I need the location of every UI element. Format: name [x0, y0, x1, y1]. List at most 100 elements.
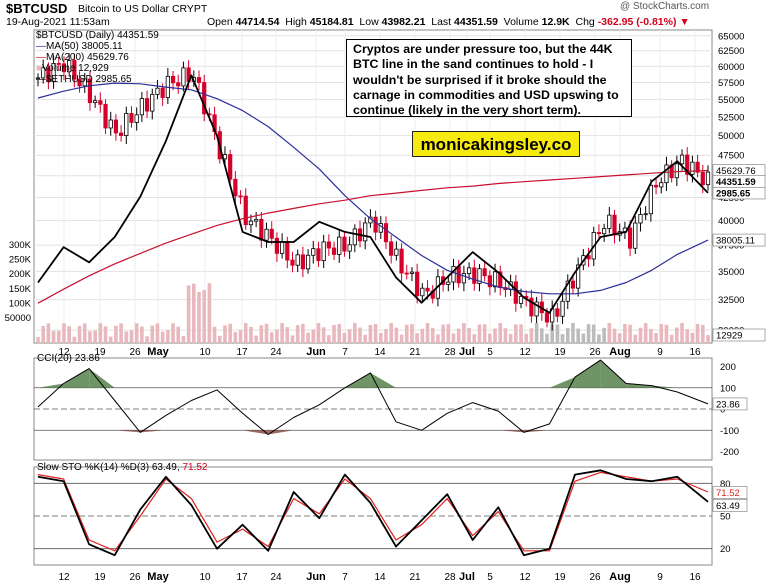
volume-bar — [202, 289, 207, 343]
legend-ma50-text: MA(50) 38005.11 — [46, 41, 123, 52]
volume-bar — [353, 323, 357, 343]
x-tick-label: May — [147, 346, 169, 358]
price-tick-label: 47500 — [718, 151, 744, 162]
candle-body — [690, 161, 695, 175]
candle-body — [129, 113, 134, 123]
x-tick-label: 5 — [487, 347, 493, 358]
x-tick-label: 16 — [689, 572, 701, 583]
low-label: Low — [359, 16, 379, 28]
volume-bar — [685, 329, 690, 343]
candle-body — [233, 178, 238, 197]
x-tick-label: 26 — [129, 347, 141, 358]
candle-body — [337, 236, 342, 255]
candle-body — [41, 67, 46, 79]
volume-bar — [259, 325, 264, 343]
volume-bar — [207, 283, 212, 343]
chg-value: -362.95 (-0.81%) — [597, 16, 677, 28]
candle-body — [238, 195, 243, 198]
candle-body — [243, 195, 248, 226]
cci-overbought-fill — [575, 360, 601, 388]
volume-bar — [612, 328, 617, 343]
volume-bar — [140, 326, 144, 343]
x-tick-label: 24 — [270, 572, 282, 583]
volume-bar — [482, 324, 487, 343]
candle-body — [534, 301, 539, 317]
candle-body — [352, 228, 357, 246]
cci-oversold-fill — [140, 430, 166, 433]
volume-bar — [358, 327, 362, 343]
sto-d-line — [37, 471, 709, 552]
candle-body — [155, 87, 160, 95]
volume-bar — [337, 323, 342, 343]
candle-body — [477, 268, 482, 284]
candle-body — [87, 78, 93, 104]
cci-value-text: 23.86 — [716, 399, 740, 410]
eth-line — [37, 74, 709, 314]
volume-bar — [332, 324, 336, 343]
stochastic-panel — [34, 469, 712, 557]
x-tick-label: 19 — [94, 572, 106, 583]
volume-bar — [524, 333, 529, 343]
high-label: High — [285, 16, 307, 28]
candle-body — [612, 214, 617, 236]
volume-bar — [223, 325, 227, 343]
value-tag-text: 44351.59 — [716, 177, 756, 188]
volume-bar — [306, 332, 310, 343]
ma200-swatch: — — [36, 52, 46, 63]
volume-bar — [514, 324, 518, 343]
cci-oversold-fill — [242, 430, 269, 435]
volume-bar — [238, 329, 243, 343]
volume-bar — [145, 336, 149, 343]
x-tick-label: 28 — [444, 347, 456, 358]
candle-body — [602, 228, 607, 235]
volume-bar — [602, 327, 606, 343]
cci-overbought-fill — [89, 368, 115, 388]
candle-body — [425, 287, 430, 292]
cci-oversold-fill — [114, 430, 141, 433]
volume-bar — [316, 323, 321, 343]
candle-body — [259, 218, 264, 241]
price-tick-label: 57500 — [718, 78, 744, 89]
candle-body — [202, 82, 207, 115]
legend-eth-text: $ETHUSD 2985.65 — [46, 74, 132, 85]
volume-bar — [477, 324, 482, 343]
volume-tick-label: 100K — [9, 298, 32, 309]
volume-bar — [327, 335, 331, 343]
candle-body — [285, 241, 290, 261]
volume-bar — [555, 324, 560, 343]
volume-bar — [56, 330, 61, 343]
volume-bar — [420, 328, 425, 343]
volume-bar — [243, 323, 248, 343]
volume-bar — [560, 334, 565, 343]
volume-bar — [186, 285, 191, 343]
last-value: 44351.59 — [454, 16, 498, 28]
volume-bar — [88, 331, 92, 343]
volume-bar — [217, 335, 222, 343]
high-value: 45184.81 — [309, 16, 354, 28]
candle-body — [627, 227, 633, 249]
candle-body — [633, 222, 638, 249]
ma200-line — [37, 169, 709, 304]
price-tick-label: 52500 — [718, 113, 744, 124]
volume-bar — [93, 330, 97, 343]
candle-body — [124, 113, 129, 136]
x-tick-label: 12 — [519, 347, 531, 358]
candle-body — [300, 254, 305, 270]
legend-symbol-text: $BTCUSD (Daily) 44351.59 — [36, 30, 159, 41]
candle-body — [290, 259, 295, 266]
price-tick-label: 60000 — [718, 62, 744, 73]
volume-bar — [150, 325, 155, 343]
candle-body — [363, 222, 368, 242]
brand-banner: monicakingsley.co — [412, 131, 580, 157]
volume-bar — [212, 326, 217, 343]
volume-bar — [467, 328, 471, 343]
price-tick-label: 62500 — [718, 46, 744, 57]
candle-body — [705, 171, 711, 186]
value-tag-text: 12929 — [716, 331, 742, 342]
legend-eth: —$ETHUSD 2985.65 — [36, 74, 132, 86]
candle-body — [638, 214, 643, 224]
cci-title-text: CCI(20) 23.86 — [37, 353, 100, 364]
candle-body — [643, 213, 648, 216]
candle-body — [347, 244, 352, 252]
volume-bar — [295, 325, 300, 343]
